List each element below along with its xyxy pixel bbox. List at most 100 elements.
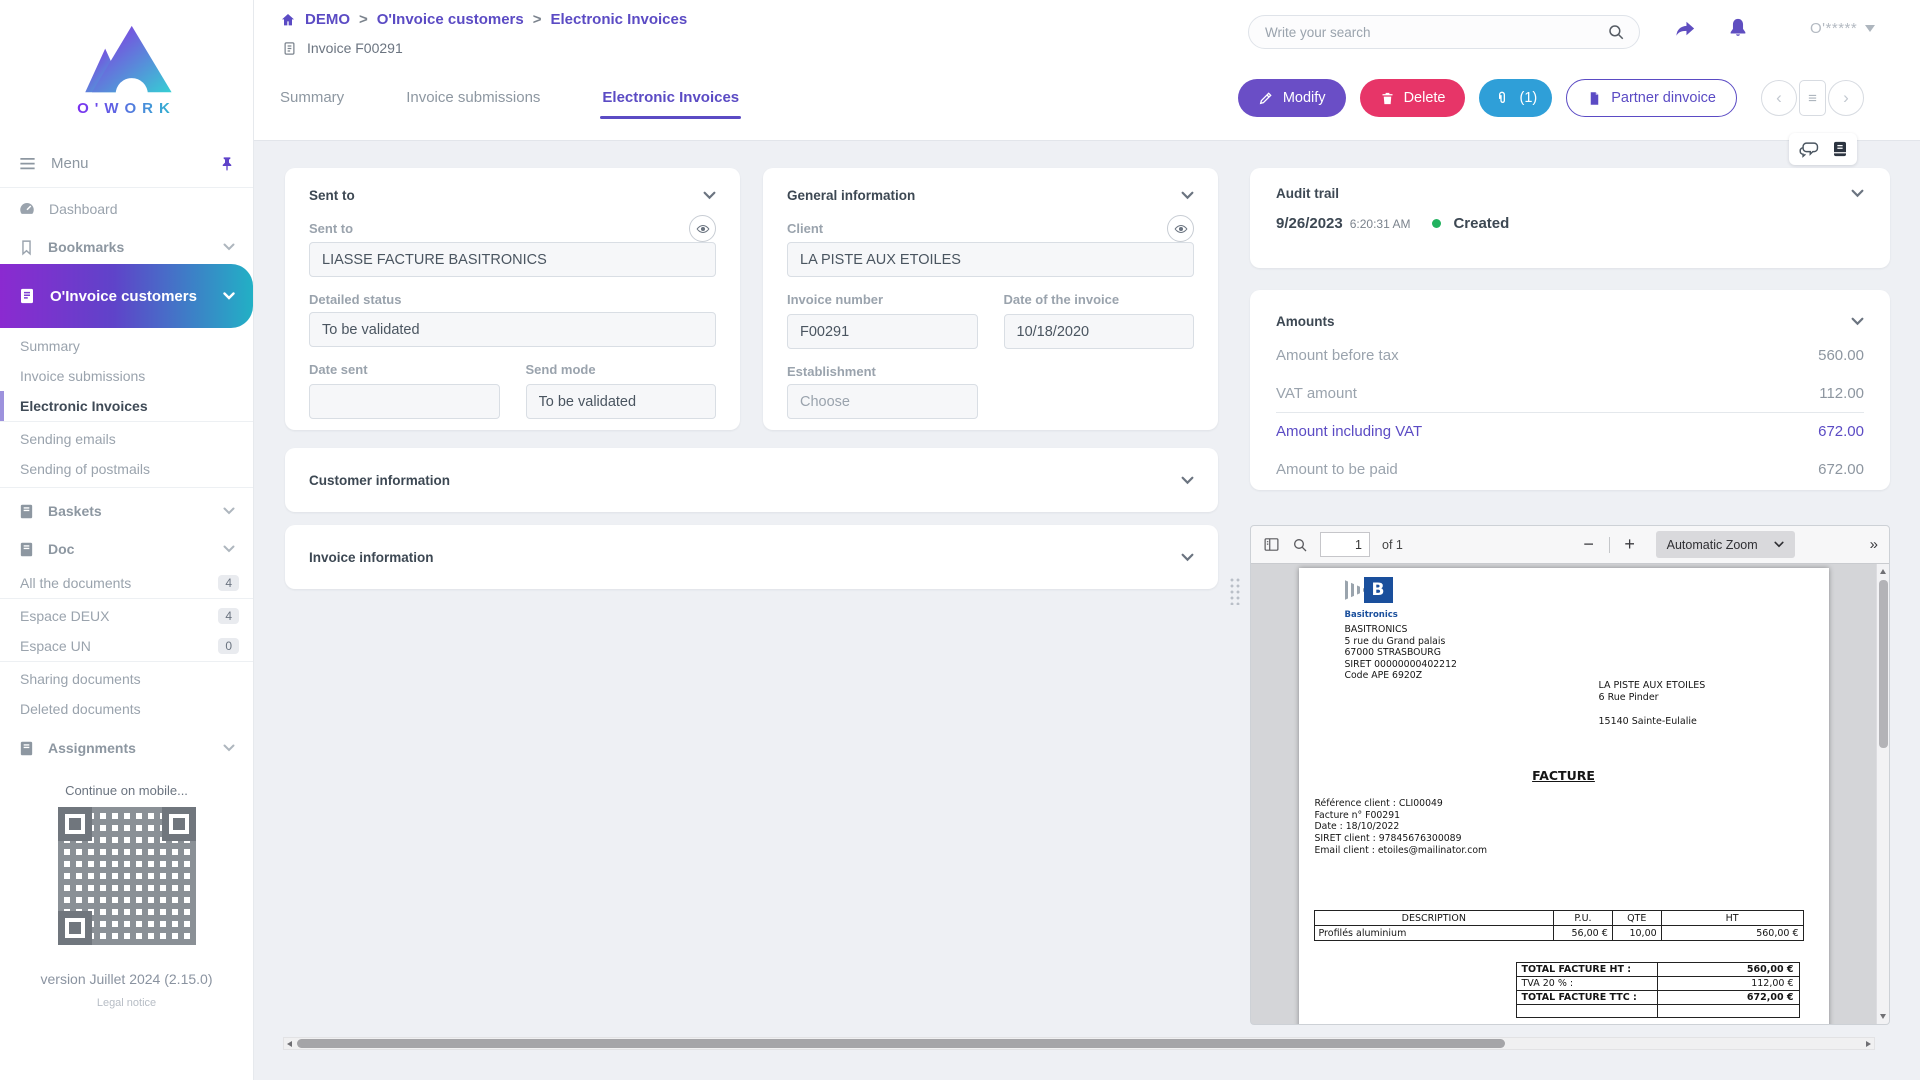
bookmark-icon bbox=[22, 239, 31, 255]
sidebar-item-sharing-documents[interactable]: Sharing documents bbox=[0, 664, 253, 694]
search-icon[interactable] bbox=[1607, 23, 1625, 41]
next-record-icon[interactable]: › bbox=[1828, 80, 1864, 116]
sent-to-label: Sent to bbox=[309, 221, 354, 236]
sidebar-item-dashboard[interactable]: Dashboard bbox=[0, 188, 253, 230]
sidebar-item-sending-postmails[interactable]: Sending of postmails bbox=[0, 454, 253, 484]
sidebar-section-baskets[interactable]: Baskets bbox=[0, 492, 253, 530]
collapse-chevron-icon[interactable] bbox=[1851, 189, 1864, 198]
sidebar-item-bookmarks[interactable]: Bookmarks bbox=[0, 230, 253, 264]
detailed-status-field[interactable] bbox=[309, 312, 716, 347]
count-badge: 0 bbox=[218, 638, 239, 654]
chevron-down-icon bbox=[223, 744, 235, 752]
sent-to-field[interactable] bbox=[309, 242, 716, 277]
tab-bar: Summary Invoice submissions Electronic I… bbox=[280, 89, 741, 119]
trash-icon bbox=[1382, 92, 1393, 104]
sidebar-module-oinvoice-customers[interactable]: O'Invoice customers bbox=[0, 264, 253, 328]
amount-label: Amount before tax bbox=[1276, 346, 1399, 364]
sidebar-item-sending-emails[interactable]: Sending emails bbox=[0, 424, 253, 454]
pdf-sidebar-toggle-icon[interactable] bbox=[1263, 536, 1280, 553]
pin-sidebar-icon[interactable] bbox=[219, 156, 235, 172]
zoom-select[interactable]: Automatic Zoom bbox=[1655, 531, 1795, 558]
sidebar-section-doc[interactable]: Doc bbox=[0, 530, 253, 568]
menu-toggle[interactable]: Menu bbox=[0, 140, 253, 188]
eye-icon[interactable] bbox=[1167, 215, 1194, 242]
hamburger-icon bbox=[20, 157, 35, 170]
client-field[interactable] bbox=[787, 242, 1194, 277]
sidebar-section-assignments[interactable]: Assignments bbox=[0, 729, 253, 767]
scroll-down-icon[interactable] bbox=[1880, 1014, 1886, 1019]
previous-record-icon[interactable]: ‹ bbox=[1761, 80, 1797, 116]
pdf-page-count: of 1 bbox=[1382, 537, 1403, 552]
zoom-in-icon[interactable]: + bbox=[1624, 534, 1635, 554]
tab-invoice-submissions[interactable]: Invoice submissions bbox=[406, 89, 541, 106]
document-icon bbox=[21, 288, 33, 304]
amount-label: VAT amount bbox=[1276, 384, 1357, 402]
sidebar-item-all-documents[interactable]: All the documents 4 bbox=[0, 568, 253, 598]
qr-code bbox=[57, 807, 196, 945]
modify-button[interactable]: Modify bbox=[1237, 79, 1346, 117]
send-mode-label: Send mode bbox=[525, 362, 596, 377]
scrollbar-thumb[interactable] bbox=[297, 1039, 1506, 1048]
divider bbox=[0, 421, 253, 422]
send-mode-field[interactable] bbox=[525, 384, 716, 419]
tab-summary[interactable]: Summary bbox=[280, 89, 345, 106]
home-icon[interactable] bbox=[280, 12, 296, 28]
notebook-icon[interactable] bbox=[1831, 140, 1849, 158]
pdf-vertical-scrollbar[interactable] bbox=[1876, 564, 1889, 1024]
collapse-chevron-icon[interactable] bbox=[1181, 553, 1194, 562]
horizontal-scrollbar[interactable] bbox=[283, 1037, 1875, 1050]
book-icon bbox=[20, 542, 33, 556]
delete-button[interactable]: Delete bbox=[1359, 79, 1466, 117]
comments-icon[interactable] bbox=[1798, 140, 1820, 159]
scroll-right-icon[interactable] bbox=[1866, 1041, 1871, 1047]
scroll-up-icon[interactable] bbox=[1880, 569, 1886, 574]
notifications-bell-icon[interactable] bbox=[1727, 17, 1749, 39]
delete-label: Delete bbox=[1403, 90, 1446, 106]
tab-electronic-invoices[interactable]: Electronic Invoices bbox=[600, 89, 741, 119]
pdf-search-icon[interactable] bbox=[1292, 537, 1308, 553]
chevron-down-icon bbox=[223, 507, 235, 515]
collapse-chevron-icon[interactable] bbox=[1181, 476, 1194, 485]
invoice-number-field[interactable] bbox=[787, 314, 978, 349]
collapse-chevron-icon[interactable] bbox=[1181, 191, 1194, 200]
record-list-icon[interactable]: ≡ bbox=[1799, 80, 1826, 116]
amounts-panel: Amounts Amount before tax 560.00 VAT amo… bbox=[1250, 290, 1890, 490]
sidebar-item-espace-deux[interactable]: Espace DEUX 4 bbox=[0, 601, 253, 631]
zoom-out-icon[interactable]: − bbox=[1583, 534, 1594, 554]
search-input[interactable] bbox=[1263, 23, 1607, 41]
eye-icon[interactable] bbox=[689, 215, 716, 242]
collapse-chevron-icon[interactable] bbox=[703, 191, 716, 200]
sidebar-item-espace-un[interactable]: Espace UN 0 bbox=[0, 631, 253, 661]
breadcrumb-home[interactable]: DEMO bbox=[305, 11, 350, 28]
breadcrumb-module[interactable]: O'Invoice customers bbox=[376, 11, 524, 28]
partner-dinvoice-button[interactable]: Partner dinvoice bbox=[1566, 79, 1737, 117]
sidebar-item-invoice-submissions[interactable]: Invoice submissions bbox=[0, 361, 253, 391]
content-area: Sent to Sent to Detailed status Date sen… bbox=[254, 133, 1920, 1080]
user-menu[interactable]: O'***** bbox=[1810, 20, 1876, 37]
column-resize-handle[interactable] bbox=[1229, 577, 1242, 605]
pdf-toolbar: of 1 − + Automatic Zoom » bbox=[1251, 526, 1889, 564]
item-label: Espace DEUX bbox=[20, 608, 110, 624]
attachments-button[interactable]: (1) bbox=[1479, 79, 1553, 117]
invoice-date-field[interactable] bbox=[1003, 314, 1194, 349]
customer-information-panel[interactable]: Customer information bbox=[285, 448, 1218, 512]
pdf-page-input[interactable] bbox=[1320, 532, 1370, 557]
collapse-chevron-icon[interactable] bbox=[1851, 317, 1864, 326]
scroll-left-icon[interactable] bbox=[287, 1041, 292, 1047]
legal-notice-link[interactable]: Legal notice bbox=[96, 997, 157, 1009]
record-pager: ‹ ≡ › bbox=[1761, 80, 1864, 116]
establishment-field[interactable] bbox=[787, 384, 978, 419]
page-subtitle: Invoice F00291 bbox=[282, 40, 403, 56]
chevron-down-icon bbox=[1774, 541, 1784, 548]
sidebar-item-electronic-invoices[interactable]: Electronic Invoices bbox=[0, 391, 253, 421]
invoice-information-panel[interactable]: Invoice information bbox=[285, 525, 1218, 589]
share-icon[interactable] bbox=[1674, 17, 1697, 40]
pdf-viewer: of 1 − + Automatic Zoom » bbox=[1250, 525, 1890, 1025]
sidebar-item-deleted-documents[interactable]: Deleted documents bbox=[0, 694, 253, 724]
pdf-more-tools-icon[interactable]: » bbox=[1869, 536, 1878, 553]
date-sent-field[interactable] bbox=[309, 384, 500, 419]
scrollbar-thumb[interactable] bbox=[1879, 580, 1888, 748]
breadcrumb-current[interactable]: Electronic Invoices bbox=[550, 11, 688, 28]
context-tools bbox=[1789, 133, 1857, 165]
sidebar-item-summary[interactable]: Summary bbox=[0, 331, 253, 361]
